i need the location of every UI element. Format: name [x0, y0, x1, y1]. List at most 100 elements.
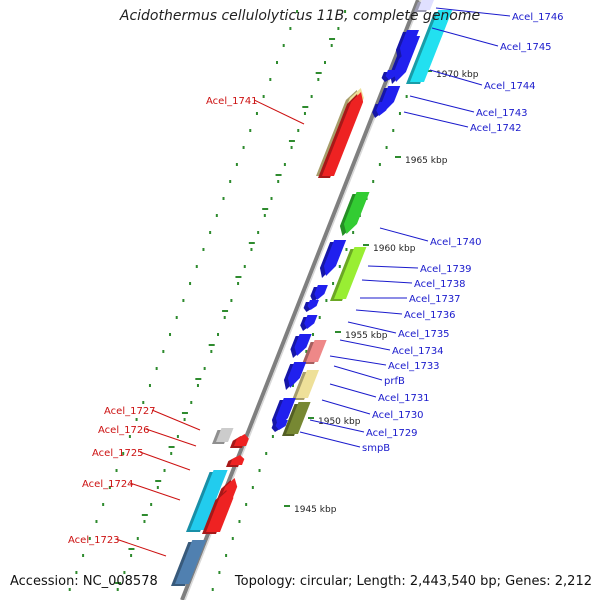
- guide-dot: [223, 316, 226, 319]
- gene-acel_1746-label: Acel_1746: [512, 12, 564, 23]
- gene-acel_1731-leader: [329, 383, 377, 398]
- gene-acel_1745-leader: [431, 27, 499, 47]
- gene-acel_1737: [310, 285, 328, 302]
- guide-dot: [128, 435, 131, 438]
- gene-prfb-face: [287, 362, 307, 388]
- gene-acel_1724-face: [190, 470, 228, 530]
- guide-dot: [296, 10, 299, 13]
- guide-dot: [243, 265, 246, 268]
- gene-acel_1745-label: Acel_1745: [500, 42, 552, 53]
- guide-dot: [317, 78, 320, 81]
- gene-acel_1741-label: Acel_1741: [206, 96, 258, 107]
- guide-dot: [88, 537, 91, 540]
- guide-dot: [156, 486, 159, 489]
- gene-acel_1746-leader: [435, 7, 511, 17]
- kbp-label: 1970 kbp: [436, 70, 479, 80]
- kbp-label: 1955 kbp: [345, 331, 388, 341]
- gene-acel_1736-face: [307, 300, 319, 310]
- guide-dash: [329, 38, 336, 40]
- guide-dash: [115, 582, 122, 584]
- guide-dot: [148, 384, 151, 387]
- guide-dot: [108, 486, 111, 489]
- guide-dot: [209, 231, 212, 234]
- guide-dot: [345, 248, 348, 251]
- guide-dot: [136, 537, 139, 540]
- gene-unlabeled-4-face: [385, 70, 398, 80]
- guide-dash: [208, 344, 215, 346]
- guide-dot: [255, 112, 258, 115]
- guide-dot: [169, 333, 172, 336]
- gene-acel_1743-label: Acel_1743: [476, 108, 528, 119]
- guide-dot: [231, 537, 234, 540]
- guide-dot: [123, 571, 126, 574]
- gene-acel_1738-face: [323, 240, 347, 276]
- guide-dot: [269, 78, 272, 81]
- guide-dot: [189, 282, 192, 285]
- guide-dot: [303, 112, 306, 115]
- guide-dot: [291, 384, 294, 387]
- guide-dot: [116, 588, 119, 591]
- gene-acel_1745-face: [410, 10, 453, 82]
- gene-acel_1723: [171, 540, 207, 586]
- gene-acel_1746-face: [418, 0, 434, 10]
- guide-dash: [141, 514, 148, 516]
- guide-dot: [378, 163, 381, 166]
- gene-acel_1741-leader: [253, 99, 305, 125]
- gene-acel_1734-leader: [339, 339, 391, 351]
- guide-dot: [305, 350, 308, 353]
- guide-dash: [222, 310, 229, 312]
- gene-unlabeled-0: [318, 92, 364, 178]
- gene-acel_1735-label: Acel_1735: [398, 329, 450, 340]
- gene-acel_1729-face: [286, 402, 311, 434]
- guide-dot: [352, 231, 355, 234]
- guide-dot: [251, 486, 254, 489]
- guide-dot: [270, 197, 273, 200]
- guide-dot: [190, 401, 193, 404]
- guide-dash: [181, 412, 188, 414]
- guide-dot: [282, 44, 285, 47]
- guide-dash: [288, 140, 295, 142]
- guide-dot: [258, 469, 261, 472]
- guide-dot: [163, 469, 166, 472]
- guide-dot: [283, 163, 286, 166]
- guide-dash: [248, 242, 255, 244]
- gene-acel_1733-leader: [329, 355, 387, 366]
- kbp-label: 1945 kbp: [294, 505, 337, 515]
- gene-acel_1731-label: Acel_1731: [378, 393, 430, 404]
- gene-acel_1727-face: [216, 428, 234, 442]
- gene-acel_1731: [292, 370, 320, 400]
- kbp-label: 1965 kbp: [405, 156, 448, 166]
- guide-dash: [302, 106, 309, 108]
- guide-dot: [312, 333, 315, 336]
- gene-acel_1739-face: [334, 247, 367, 299]
- gene-acel_1731-face: [296, 370, 320, 398]
- map-title: Acidothermus cellulolyticus 11B, complet…: [119, 8, 481, 24]
- guide-dot: [257, 231, 260, 234]
- guide-dot: [238, 520, 241, 523]
- gene-unlabeled-1-face: [234, 434, 249, 446]
- gene-acel_1746: [414, 0, 434, 12]
- gene-acel_1729-leader: [309, 419, 365, 433]
- guide-dot: [276, 61, 279, 64]
- guide-dot: [372, 180, 375, 183]
- guide-dot: [245, 503, 248, 506]
- guide-dash: [168, 446, 175, 448]
- guide-dot: [162, 350, 165, 353]
- gene-acel_1740: [339, 192, 370, 236]
- guide-dot: [262, 95, 265, 98]
- guide-dot: [130, 554, 133, 557]
- gene-acel_1723-leader: [115, 538, 167, 557]
- gene-acel_1737-face: [314, 285, 328, 300]
- gene-acel_1740-leader: [379, 227, 429, 242]
- guide-dot: [150, 503, 153, 506]
- guide-dash: [262, 208, 269, 210]
- guide-dot: [210, 350, 213, 353]
- gene-acel_1744-face: [393, 36, 421, 82]
- gene-unlabeled-1: [230, 434, 249, 448]
- gene-acel_1724-label: Acel_1724: [82, 479, 134, 490]
- gene-acel_1726-label: Acel_1726: [98, 425, 150, 436]
- guide-dash: [195, 378, 202, 380]
- guide-dot: [225, 554, 228, 557]
- gene-prfb: [283, 362, 307, 390]
